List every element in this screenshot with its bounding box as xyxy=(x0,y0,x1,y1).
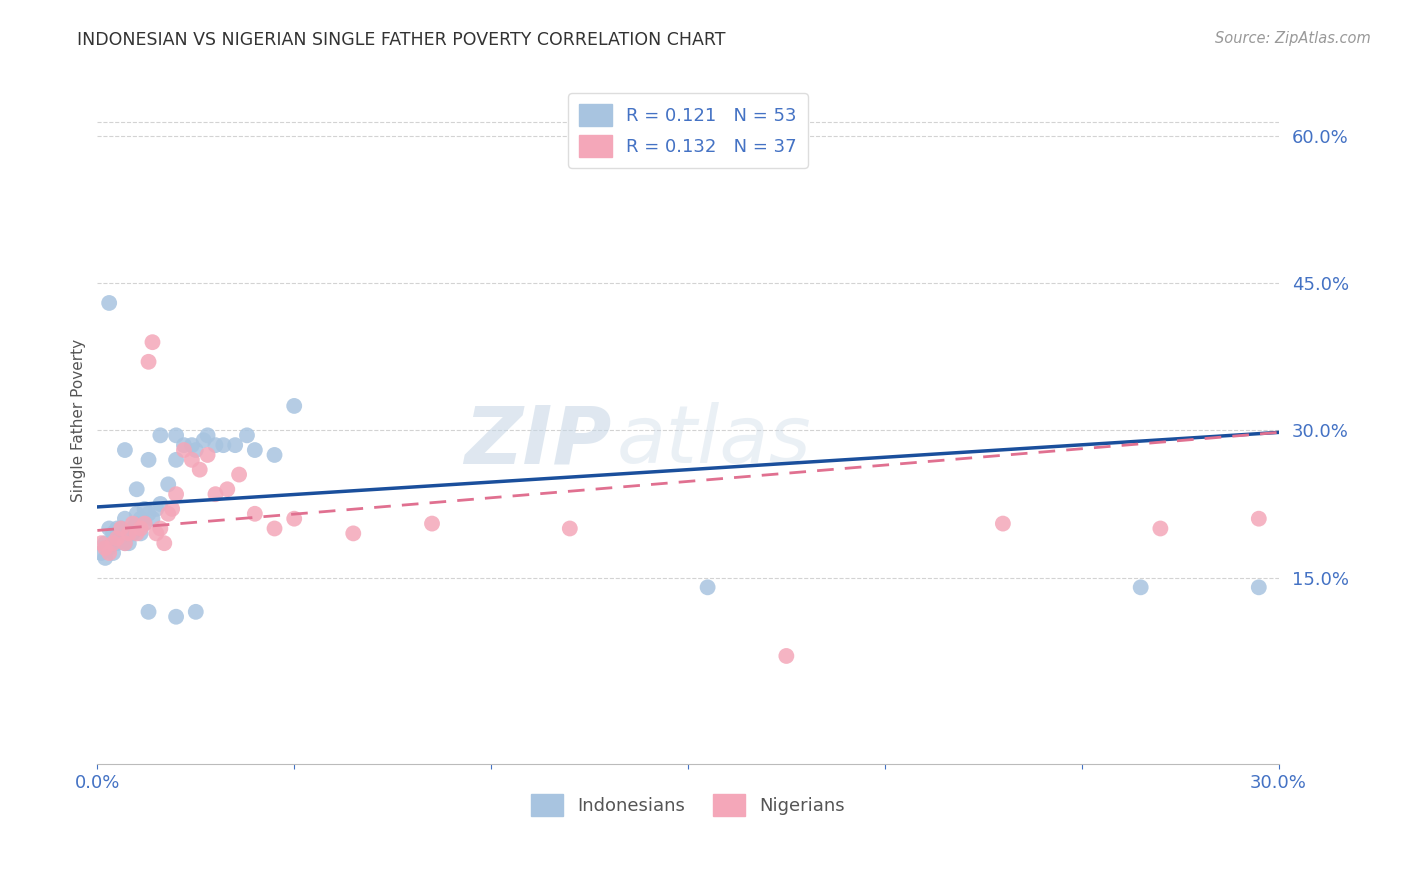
Point xyxy=(775,648,797,663)
Point xyxy=(121,516,143,531)
Point xyxy=(125,516,148,531)
Point xyxy=(138,605,160,619)
Point xyxy=(114,511,136,525)
Point xyxy=(180,453,202,467)
Point xyxy=(114,536,136,550)
Point xyxy=(165,609,187,624)
Point xyxy=(134,516,156,531)
Point xyxy=(110,526,132,541)
Point xyxy=(118,526,141,541)
Point xyxy=(129,526,152,541)
Point xyxy=(197,428,219,442)
Point xyxy=(212,438,235,452)
Point xyxy=(1247,580,1270,594)
Point xyxy=(94,536,117,550)
Point xyxy=(145,501,167,516)
Point xyxy=(101,526,124,541)
Point xyxy=(283,399,305,413)
Point xyxy=(157,477,180,491)
Point xyxy=(420,516,443,531)
Point xyxy=(125,483,148,497)
Point xyxy=(141,511,163,525)
Text: Source: ZipAtlas.com: Source: ZipAtlas.com xyxy=(1215,31,1371,46)
Point xyxy=(165,487,187,501)
Point xyxy=(134,516,156,531)
Point xyxy=(204,487,226,501)
Point xyxy=(118,536,141,550)
Point xyxy=(165,428,187,442)
Point xyxy=(121,521,143,535)
Point xyxy=(263,448,285,462)
Point xyxy=(90,536,112,550)
Point xyxy=(342,526,364,541)
Point xyxy=(243,443,266,458)
Point xyxy=(121,526,143,541)
Point xyxy=(114,536,136,550)
Point xyxy=(101,536,124,550)
Point xyxy=(138,453,160,467)
Point xyxy=(134,501,156,516)
Point xyxy=(149,428,172,442)
Point xyxy=(173,443,195,458)
Point xyxy=(217,483,239,497)
Point xyxy=(98,546,121,560)
Point xyxy=(696,580,718,594)
Point xyxy=(98,296,121,310)
Point xyxy=(101,546,124,560)
Point xyxy=(118,526,141,541)
Point xyxy=(149,521,172,535)
Point xyxy=(114,443,136,458)
Point xyxy=(105,521,128,535)
Point xyxy=(138,507,160,521)
Point xyxy=(153,536,176,550)
Point xyxy=(105,531,128,545)
Point xyxy=(160,501,183,516)
Point xyxy=(263,521,285,535)
Point xyxy=(157,507,180,521)
Point xyxy=(204,438,226,452)
Point xyxy=(129,521,152,535)
Point xyxy=(558,521,581,535)
Point xyxy=(193,434,215,448)
Point xyxy=(243,507,266,521)
Point xyxy=(90,546,112,560)
Text: INDONESIAN VS NIGERIAN SINGLE FATHER POVERTY CORRELATION CHART: INDONESIAN VS NIGERIAN SINGLE FATHER POV… xyxy=(77,31,725,49)
Point xyxy=(141,335,163,350)
Point xyxy=(224,438,246,452)
Y-axis label: Single Father Poverty: Single Father Poverty xyxy=(72,339,86,502)
Point xyxy=(228,467,250,482)
Point xyxy=(1247,511,1270,525)
Point xyxy=(165,453,187,467)
Point xyxy=(173,438,195,452)
Point xyxy=(94,541,117,555)
Point xyxy=(197,448,219,462)
Point xyxy=(98,541,121,555)
Point xyxy=(184,605,207,619)
Point xyxy=(138,355,160,369)
Point xyxy=(991,516,1014,531)
Point xyxy=(236,428,259,442)
Point xyxy=(105,536,128,550)
Point xyxy=(94,550,117,565)
Point xyxy=(149,497,172,511)
Point xyxy=(125,507,148,521)
Point xyxy=(188,463,211,477)
Point xyxy=(1129,580,1152,594)
Point xyxy=(129,511,152,525)
Point xyxy=(283,511,305,525)
Legend: Indonesians, Nigerians: Indonesians, Nigerians xyxy=(523,787,852,823)
Text: ZIP: ZIP xyxy=(464,402,612,480)
Text: atlas: atlas xyxy=(617,402,811,480)
Point xyxy=(110,521,132,535)
Point xyxy=(184,443,207,458)
Point xyxy=(125,526,148,541)
Point xyxy=(110,521,132,535)
Point xyxy=(98,521,121,535)
Point xyxy=(145,526,167,541)
Point xyxy=(180,438,202,452)
Point xyxy=(1149,521,1171,535)
